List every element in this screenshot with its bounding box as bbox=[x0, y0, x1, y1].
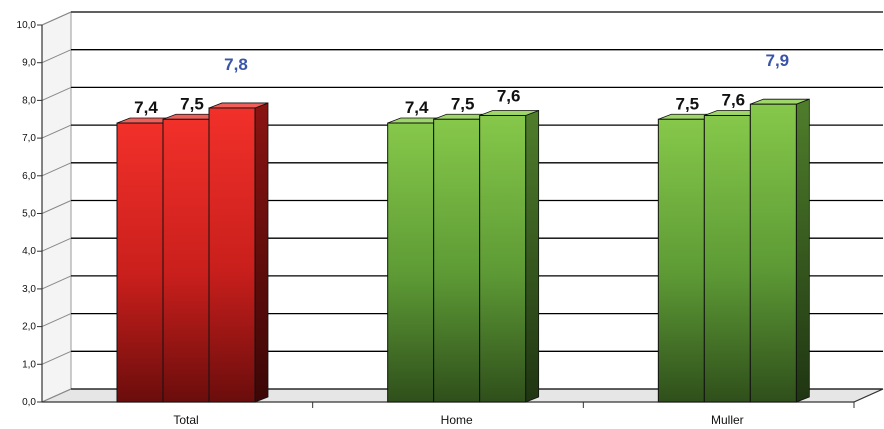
bar-side bbox=[795, 98, 810, 403]
floor-edge bbox=[853, 388, 884, 403]
y-tick-label: 4,0 bbox=[22, 246, 36, 257]
data-label: 7,5 bbox=[451, 94, 475, 113]
data-label: 7,4 bbox=[134, 98, 158, 117]
x-tick-labels: Total Home Muller bbox=[173, 413, 743, 427]
bar-front bbox=[387, 122, 435, 403]
bar-front bbox=[703, 114, 751, 403]
data-label: 7,5 bbox=[180, 94, 204, 113]
y-tick-label: 10,0 bbox=[17, 20, 37, 31]
y-tick-label: 7,0 bbox=[22, 133, 36, 144]
gridline-side bbox=[41, 200, 72, 214]
x-tick-label: Total bbox=[173, 413, 198, 427]
gridline-side bbox=[41, 124, 72, 139]
y-tick-labels: 0,0 1,0 2,0 3,0 4,0 5,0 6,0 7,0 8,0 9,0 10,0 bbox=[17, 20, 37, 408]
data-label: 7,9 bbox=[766, 51, 790, 70]
bar-front bbox=[657, 118, 705, 403]
gridline-side bbox=[41, 162, 72, 177]
data-label: 7,6 bbox=[722, 90, 746, 109]
gridline-side bbox=[41, 388, 72, 403]
bar-front bbox=[479, 114, 527, 403]
y-tick-label: 5,0 bbox=[22, 209, 36, 220]
gridline-side bbox=[41, 275, 72, 290]
data-labels: 7,4 7,5 7,8 7,4 7,5 7,6 7,5 7,6 7,9 bbox=[134, 51, 789, 117]
y-tick-label: 8,0 bbox=[22, 95, 36, 106]
bar-front bbox=[116, 122, 164, 403]
bars bbox=[116, 98, 810, 403]
gridline-side bbox=[41, 49, 72, 64]
data-label: 7,6 bbox=[497, 86, 521, 105]
y-tick-label: 0,0 bbox=[22, 397, 36, 408]
bar-side bbox=[254, 102, 269, 403]
gridline-side bbox=[41, 86, 72, 101]
data-label: 7,8 bbox=[224, 55, 248, 74]
y-tick-label: 3,0 bbox=[22, 284, 36, 295]
y-tick-label: 2,0 bbox=[22, 322, 36, 333]
y-tick-label: 1,0 bbox=[22, 359, 36, 370]
data-label: 7,5 bbox=[676, 94, 700, 113]
x-tick-label: Home bbox=[441, 413, 473, 427]
bar bbox=[208, 102, 269, 403]
bar-front bbox=[749, 103, 797, 403]
gridline-side bbox=[41, 11, 72, 26]
bar bbox=[749, 98, 810, 403]
gridline-side bbox=[41, 313, 72, 328]
x-tick-label: Muller bbox=[711, 413, 744, 427]
gridline-side bbox=[41, 350, 72, 365]
data-label: 7,4 bbox=[405, 98, 429, 117]
bar bbox=[479, 109, 540, 403]
y-tick-label: 6,0 bbox=[22, 171, 36, 182]
bar-front bbox=[162, 118, 210, 403]
bar-front bbox=[433, 118, 481, 403]
y-tick-label: 9,0 bbox=[22, 58, 36, 69]
gridline-side bbox=[41, 237, 72, 252]
bar-side bbox=[525, 109, 540, 403]
bar-front bbox=[208, 107, 256, 403]
